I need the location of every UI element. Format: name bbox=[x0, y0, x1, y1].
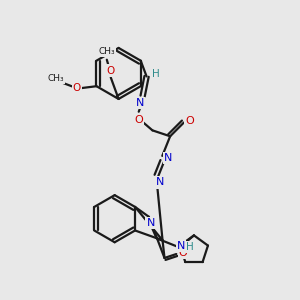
Text: O: O bbox=[106, 65, 115, 76]
Text: CH₃: CH₃ bbox=[48, 74, 64, 83]
Text: H: H bbox=[152, 69, 159, 80]
Text: N: N bbox=[177, 241, 185, 251]
Text: N: N bbox=[136, 98, 144, 108]
Text: O: O bbox=[185, 116, 194, 126]
Text: O: O bbox=[73, 83, 81, 93]
Text: H: H bbox=[186, 242, 194, 252]
Text: O: O bbox=[179, 248, 188, 258]
Text: N: N bbox=[164, 153, 172, 163]
Text: CH₃: CH₃ bbox=[98, 47, 115, 56]
Text: N: N bbox=[156, 177, 164, 188]
Text: N: N bbox=[147, 218, 155, 228]
Text: O: O bbox=[134, 115, 143, 124]
